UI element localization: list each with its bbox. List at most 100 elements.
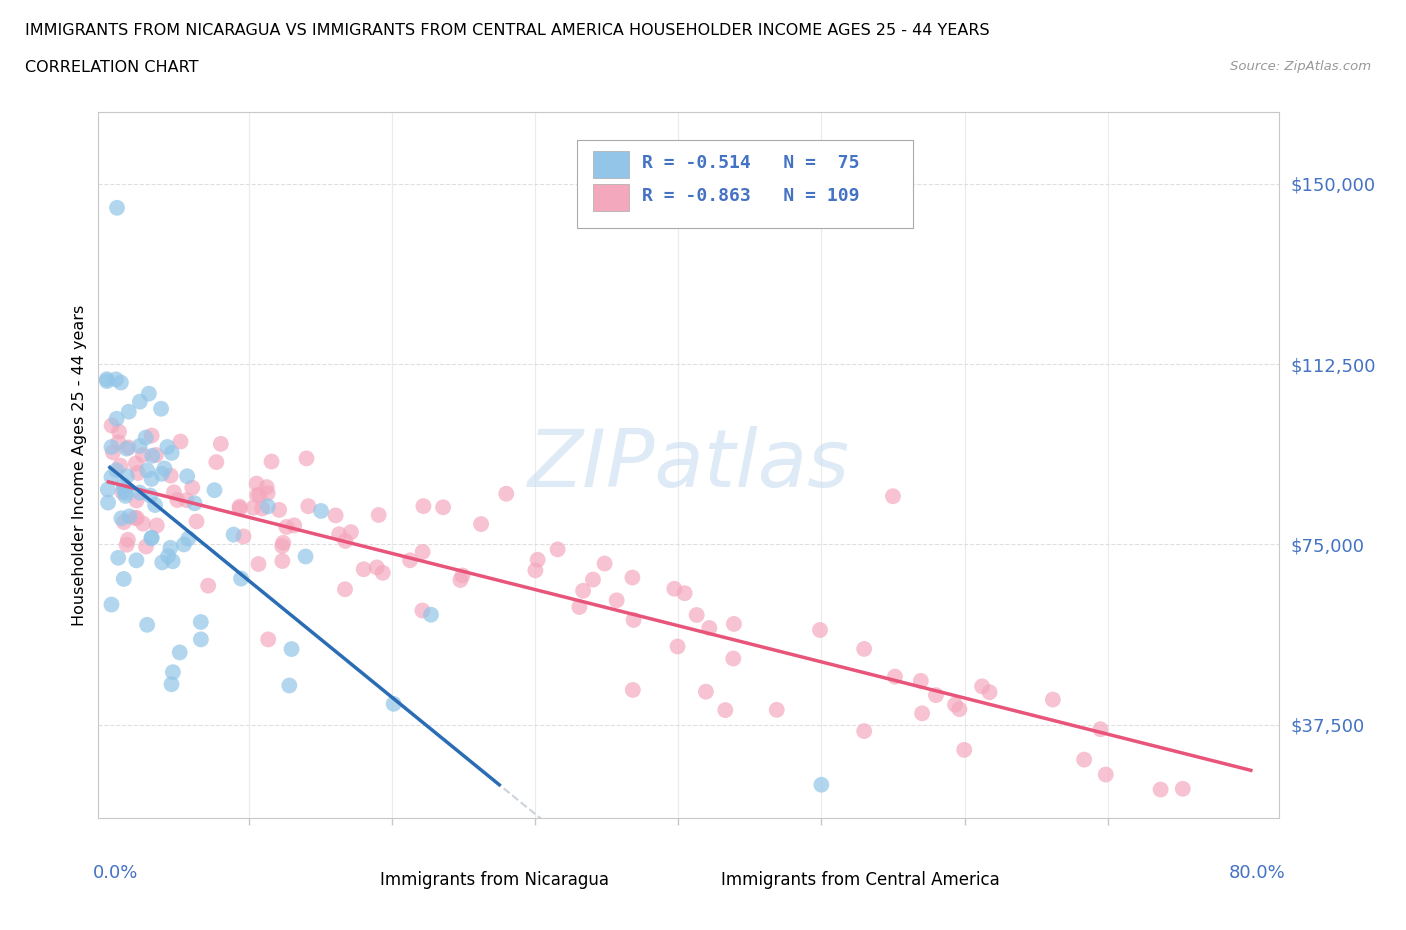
- Point: [910, 673, 932, 688]
- Point: [972, 679, 994, 694]
- Text: R = -0.863   N = 109: R = -0.863 N = 109: [641, 188, 859, 206]
- Point: [169, 434, 191, 449]
- Point: [143, 498, 166, 512]
- Point: [953, 742, 976, 757]
- Point: [107, 435, 129, 450]
- Point: [853, 724, 876, 738]
- Point: [593, 556, 616, 571]
- Point: [166, 493, 188, 508]
- Point: [146, 518, 169, 533]
- Point: [699, 620, 721, 635]
- Point: [190, 615, 212, 630]
- Point: [328, 526, 350, 541]
- Point: [160, 677, 183, 692]
- Point: [96, 374, 118, 389]
- Point: [181, 480, 204, 495]
- Point: [162, 665, 184, 680]
- Point: [125, 552, 148, 567]
- Text: 80.0%: 80.0%: [1229, 864, 1285, 883]
- Point: [1073, 752, 1095, 767]
- Point: [114, 488, 136, 503]
- Point: [1149, 782, 1171, 797]
- Point: [229, 571, 252, 586]
- Point: [686, 607, 709, 622]
- Point: [526, 552, 548, 567]
- Point: [278, 678, 301, 693]
- Point: [138, 386, 160, 401]
- Point: [623, 613, 645, 628]
- Point: [150, 555, 173, 570]
- Point: [176, 469, 198, 484]
- Point: [269, 502, 291, 517]
- Point: [190, 632, 212, 647]
- Point: [100, 418, 122, 433]
- Point: [925, 687, 948, 702]
- Point: [257, 632, 280, 647]
- Point: [111, 485, 134, 499]
- Point: [176, 493, 198, 508]
- Point: [294, 549, 316, 564]
- Point: [163, 485, 186, 499]
- Point: [169, 645, 191, 660]
- Point: [451, 568, 474, 583]
- Point: [470, 517, 492, 532]
- Point: [118, 405, 141, 419]
- Text: 0.0%: 0.0%: [93, 864, 138, 883]
- Point: [128, 485, 150, 500]
- Point: [162, 554, 184, 569]
- Point: [271, 538, 294, 553]
- Point: [128, 394, 150, 409]
- Point: [232, 529, 254, 544]
- Point: [209, 436, 232, 451]
- Point: [108, 458, 131, 473]
- FancyBboxPatch shape: [576, 140, 914, 228]
- Point: [808, 622, 831, 637]
- Point: [117, 440, 139, 455]
- Point: [110, 375, 132, 390]
- Point: [325, 508, 347, 523]
- Point: [524, 563, 547, 578]
- Point: [115, 538, 138, 552]
- Point: [340, 525, 363, 539]
- Point: [177, 531, 200, 546]
- Point: [810, 777, 832, 792]
- Point: [242, 500, 264, 515]
- Point: [141, 448, 163, 463]
- Point: [107, 551, 129, 565]
- Point: [283, 518, 305, 533]
- Point: [124, 511, 146, 525]
- Point: [228, 499, 250, 514]
- Point: [115, 441, 138, 456]
- Point: [572, 583, 595, 598]
- Point: [100, 440, 122, 455]
- Point: [105, 411, 128, 426]
- Point: [127, 466, 149, 481]
- Point: [399, 552, 422, 567]
- Point: [765, 702, 787, 717]
- Point: [568, 600, 591, 615]
- Point: [100, 470, 122, 485]
- Point: [141, 530, 163, 545]
- Point: [333, 582, 356, 597]
- Point: [112, 572, 135, 587]
- Point: [249, 487, 271, 502]
- Point: [141, 531, 163, 546]
- Point: [1094, 767, 1116, 782]
- FancyBboxPatch shape: [367, 850, 395, 876]
- Point: [204, 483, 226, 498]
- Point: [112, 478, 135, 493]
- Text: Source: ZipAtlas.com: Source: ZipAtlas.com: [1230, 60, 1371, 73]
- Point: [159, 540, 181, 555]
- Point: [205, 455, 228, 470]
- Point: [222, 527, 245, 542]
- Point: [547, 542, 569, 557]
- Point: [105, 372, 128, 387]
- Point: [101, 445, 124, 459]
- FancyBboxPatch shape: [593, 184, 628, 211]
- Point: [260, 454, 283, 469]
- Y-axis label: Householder Income Ages 25 - 44 years: Householder Income Ages 25 - 44 years: [72, 304, 87, 626]
- Text: ZIPatlas: ZIPatlas: [527, 426, 851, 504]
- Point: [100, 597, 122, 612]
- Point: [884, 670, 907, 684]
- Point: [297, 498, 319, 513]
